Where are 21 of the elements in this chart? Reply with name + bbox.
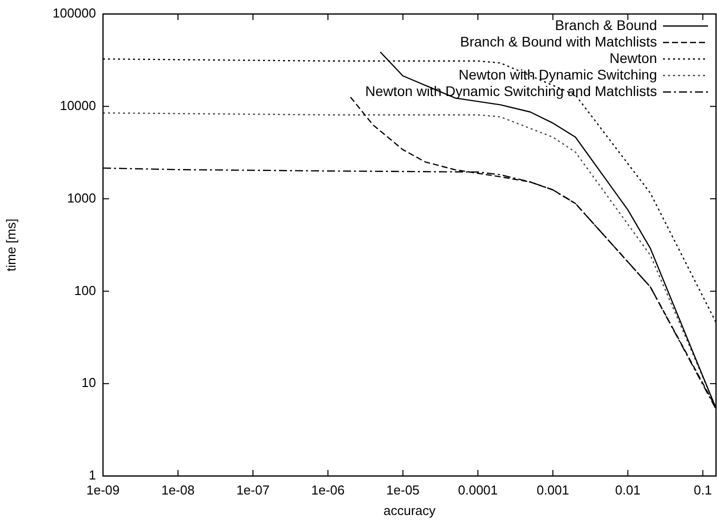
legend-label: Newton with Dynamic Switching <box>458 66 657 82</box>
y-tick-label: 10000 <box>60 98 96 113</box>
x-axis-title: accuracy <box>383 502 436 518</box>
y-axis-title: time [ms] <box>3 218 18 272</box>
y-tick-label: 1 <box>88 468 96 483</box>
y-tick-label: 1000 <box>67 190 96 206</box>
x-tick-label: 0.1 <box>694 482 712 498</box>
y-tick-label: 100 <box>74 282 96 298</box>
x-tick-label: 0.01 <box>615 482 640 498</box>
x-tick-label: 1e-05 <box>386 482 420 498</box>
x-tick-label: 1e-06 <box>311 482 345 498</box>
x-tick-label: 0.001 <box>536 482 570 498</box>
x-tick-label: 1e-09 <box>86 482 120 498</box>
y-tick-label: 10 <box>82 375 96 390</box>
legend-label: Branch & Bound <box>555 16 657 33</box>
legend-label: Newton <box>610 50 657 66</box>
legend-label: Branch & Bound with Matchlists <box>460 33 657 50</box>
y-tick-label: 100000 <box>52 6 96 21</box>
x-tick-label: 0.0001 <box>458 482 498 498</box>
x-tick-label: 1e-07 <box>236 482 270 498</box>
x-tick-label: 1e-08 <box>161 482 195 498</box>
